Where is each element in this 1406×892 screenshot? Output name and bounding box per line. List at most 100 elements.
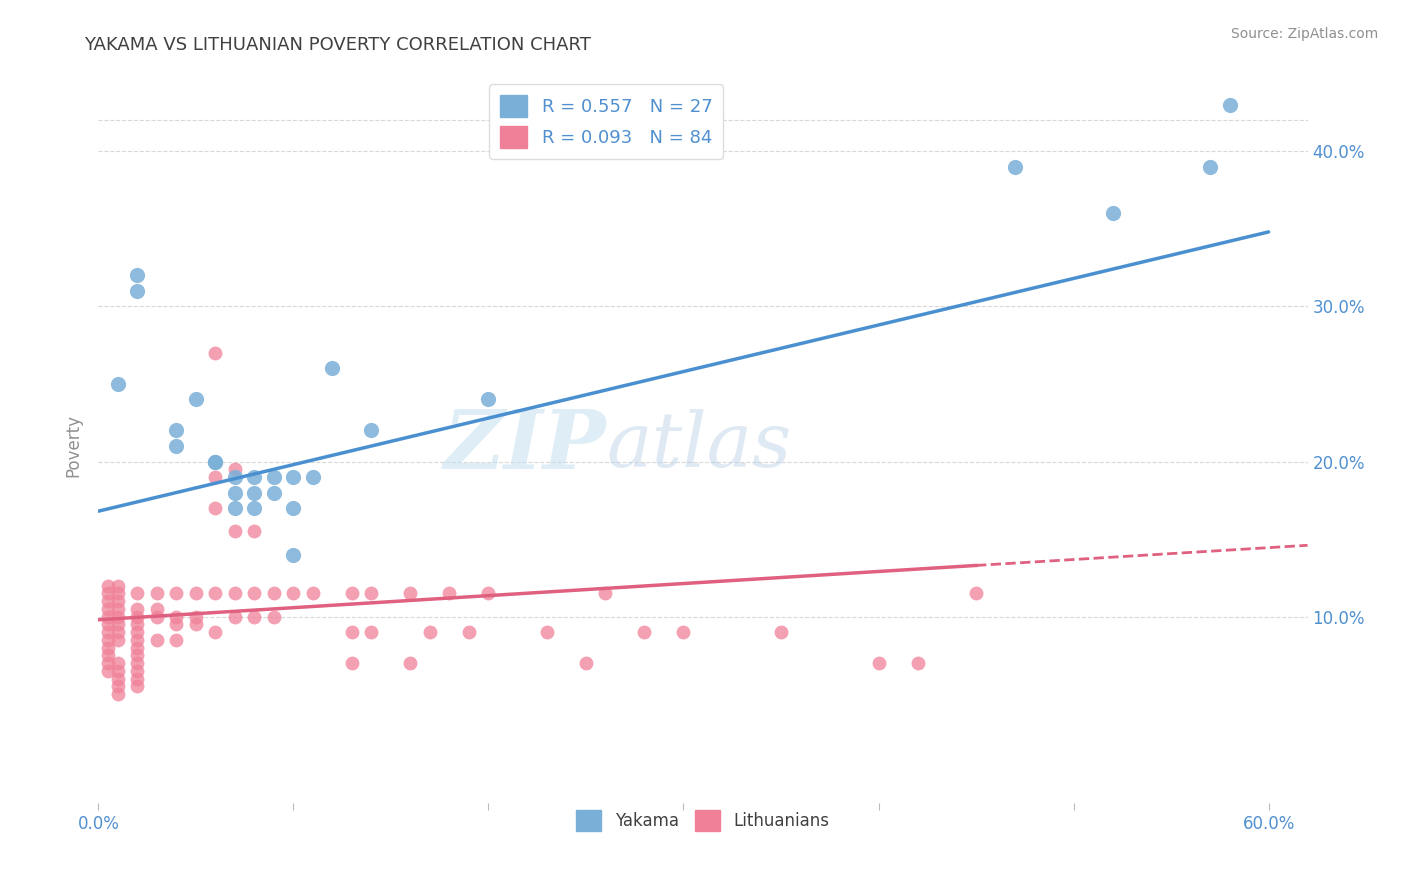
Point bbox=[97, 656, 120, 670]
Point bbox=[419, 625, 441, 640]
Point bbox=[127, 625, 149, 640]
Point bbox=[243, 524, 266, 539]
Point bbox=[1004, 160, 1026, 174]
Point bbox=[263, 470, 285, 484]
Point bbox=[107, 664, 129, 678]
Point bbox=[127, 656, 149, 670]
Point bbox=[243, 470, 266, 484]
Point bbox=[243, 609, 266, 624]
Point bbox=[965, 586, 987, 600]
Point bbox=[1219, 97, 1241, 112]
Point bbox=[224, 470, 246, 484]
Point bbox=[399, 656, 422, 670]
Point bbox=[107, 687, 129, 701]
Point bbox=[204, 470, 226, 484]
Point bbox=[1101, 206, 1123, 220]
Point bbox=[127, 664, 149, 678]
Point bbox=[536, 625, 558, 640]
Point bbox=[184, 617, 207, 632]
Point bbox=[107, 609, 129, 624]
Text: Source: ZipAtlas.com: Source: ZipAtlas.com bbox=[1230, 27, 1378, 41]
Point bbox=[184, 609, 207, 624]
Point bbox=[263, 586, 285, 600]
Point bbox=[107, 376, 129, 391]
Point bbox=[224, 501, 246, 516]
Point bbox=[868, 656, 890, 670]
Point bbox=[127, 617, 149, 632]
Point bbox=[633, 625, 655, 640]
Point bbox=[184, 586, 207, 600]
Point bbox=[165, 424, 187, 438]
Text: YAKAMA VS LITHUANIAN POVERTY CORRELATION CHART: YAKAMA VS LITHUANIAN POVERTY CORRELATION… bbox=[84, 36, 592, 54]
Point bbox=[107, 656, 129, 670]
Point bbox=[243, 586, 266, 600]
Point bbox=[107, 602, 129, 616]
Point bbox=[97, 664, 120, 678]
Point bbox=[127, 648, 149, 663]
Point bbox=[360, 424, 382, 438]
Point bbox=[283, 501, 305, 516]
Point bbox=[302, 470, 325, 484]
Point bbox=[204, 454, 226, 468]
Point bbox=[107, 579, 129, 593]
Point bbox=[907, 656, 929, 670]
Point bbox=[340, 656, 363, 670]
Point bbox=[165, 617, 187, 632]
Point bbox=[224, 462, 246, 476]
Point bbox=[165, 609, 187, 624]
Point bbox=[127, 284, 149, 298]
Point bbox=[127, 680, 149, 694]
Point bbox=[146, 602, 169, 616]
Point bbox=[360, 586, 382, 600]
Point bbox=[595, 586, 617, 600]
Point bbox=[1199, 160, 1222, 174]
Point bbox=[340, 625, 363, 640]
Point bbox=[107, 632, 129, 647]
Point bbox=[283, 470, 305, 484]
Point bbox=[224, 524, 246, 539]
Point bbox=[97, 640, 120, 655]
Point bbox=[146, 586, 169, 600]
Point bbox=[165, 586, 187, 600]
Point bbox=[224, 609, 246, 624]
Point bbox=[97, 648, 120, 663]
Text: ZIP: ZIP bbox=[444, 406, 606, 486]
Point bbox=[146, 632, 169, 647]
Point bbox=[399, 586, 422, 600]
Point bbox=[360, 625, 382, 640]
Point bbox=[243, 485, 266, 500]
Text: atlas: atlas bbox=[606, 409, 792, 483]
Point bbox=[243, 501, 266, 516]
Point bbox=[283, 548, 305, 562]
Point bbox=[769, 625, 792, 640]
Point bbox=[97, 609, 120, 624]
Point bbox=[204, 501, 226, 516]
Point bbox=[575, 656, 598, 670]
Point bbox=[340, 586, 363, 600]
Point bbox=[146, 609, 169, 624]
Point bbox=[107, 594, 129, 608]
Point bbox=[302, 586, 325, 600]
Y-axis label: Poverty: Poverty bbox=[65, 415, 83, 477]
Point bbox=[107, 625, 129, 640]
Point bbox=[458, 625, 481, 640]
Point bbox=[97, 602, 120, 616]
Point bbox=[439, 586, 461, 600]
Point bbox=[97, 594, 120, 608]
Point bbox=[127, 268, 149, 283]
Point bbox=[127, 640, 149, 655]
Point bbox=[127, 602, 149, 616]
Point bbox=[224, 586, 246, 600]
Point bbox=[672, 625, 695, 640]
Point bbox=[97, 625, 120, 640]
Point bbox=[107, 586, 129, 600]
Point bbox=[97, 586, 120, 600]
Point bbox=[477, 392, 499, 407]
Point bbox=[107, 617, 129, 632]
Point bbox=[204, 454, 226, 468]
Point bbox=[204, 346, 226, 360]
Point bbox=[107, 680, 129, 694]
Point bbox=[184, 392, 207, 407]
Point bbox=[204, 586, 226, 600]
Point bbox=[127, 609, 149, 624]
